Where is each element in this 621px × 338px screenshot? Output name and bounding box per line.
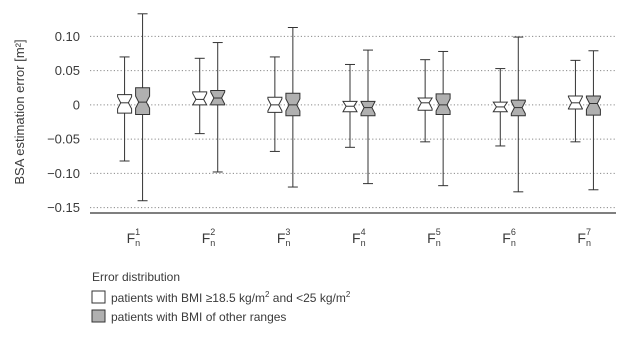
legend: Error distribution patients with BMI ≥18… bbox=[91, 270, 351, 324]
legend-title: Error distribution bbox=[92, 270, 180, 284]
x-tick-label: Fn6 bbox=[502, 227, 516, 248]
box bbox=[191, 91, 208, 106]
y-tick-label: 0.10 bbox=[55, 29, 80, 44]
x-tick-label: Fn1 bbox=[127, 227, 141, 248]
x-tick-label: Fn5 bbox=[427, 227, 441, 248]
x-tick-label: Fn7 bbox=[577, 227, 591, 248]
legend-label: patients with BMI of other ranges bbox=[111, 310, 286, 324]
y-tick-label: 0.05 bbox=[55, 63, 80, 78]
y-tick-label: 0 bbox=[73, 97, 80, 112]
x-tick-label: Fn3 bbox=[277, 227, 291, 248]
legend-swatch bbox=[91, 290, 106, 304]
box bbox=[117, 94, 133, 114]
box bbox=[585, 95, 601, 116]
y-tick-label: −0.15 bbox=[47, 200, 80, 215]
y-axis-ticks: 0.10 0.05 0 −0.05 −0.10 −0.15 bbox=[47, 29, 80, 215]
y-tick-label: −0.10 bbox=[47, 166, 80, 181]
box bbox=[135, 87, 151, 115]
x-tick-label: Fn4 bbox=[352, 227, 366, 248]
box-series bbox=[117, 13, 601, 202]
legend-swatch bbox=[91, 309, 106, 323]
legend-label: patients with BMI ≥18.5 kg/m2 and <25 kg… bbox=[111, 290, 351, 305]
box bbox=[417, 97, 434, 111]
box bbox=[435, 93, 451, 115]
grid-lines bbox=[90, 35, 616, 214]
y-axis-title: BSA estimation error [m²] bbox=[12, 39, 27, 184]
x-axis-labels: Fn1 Fn2 Fn3 Fn4 Fn5 Fn6 Fn7 bbox=[127, 227, 591, 248]
box bbox=[360, 100, 376, 117]
x-tick-label: Fn2 bbox=[202, 227, 216, 248]
y-tick-label: −0.05 bbox=[47, 132, 80, 147]
